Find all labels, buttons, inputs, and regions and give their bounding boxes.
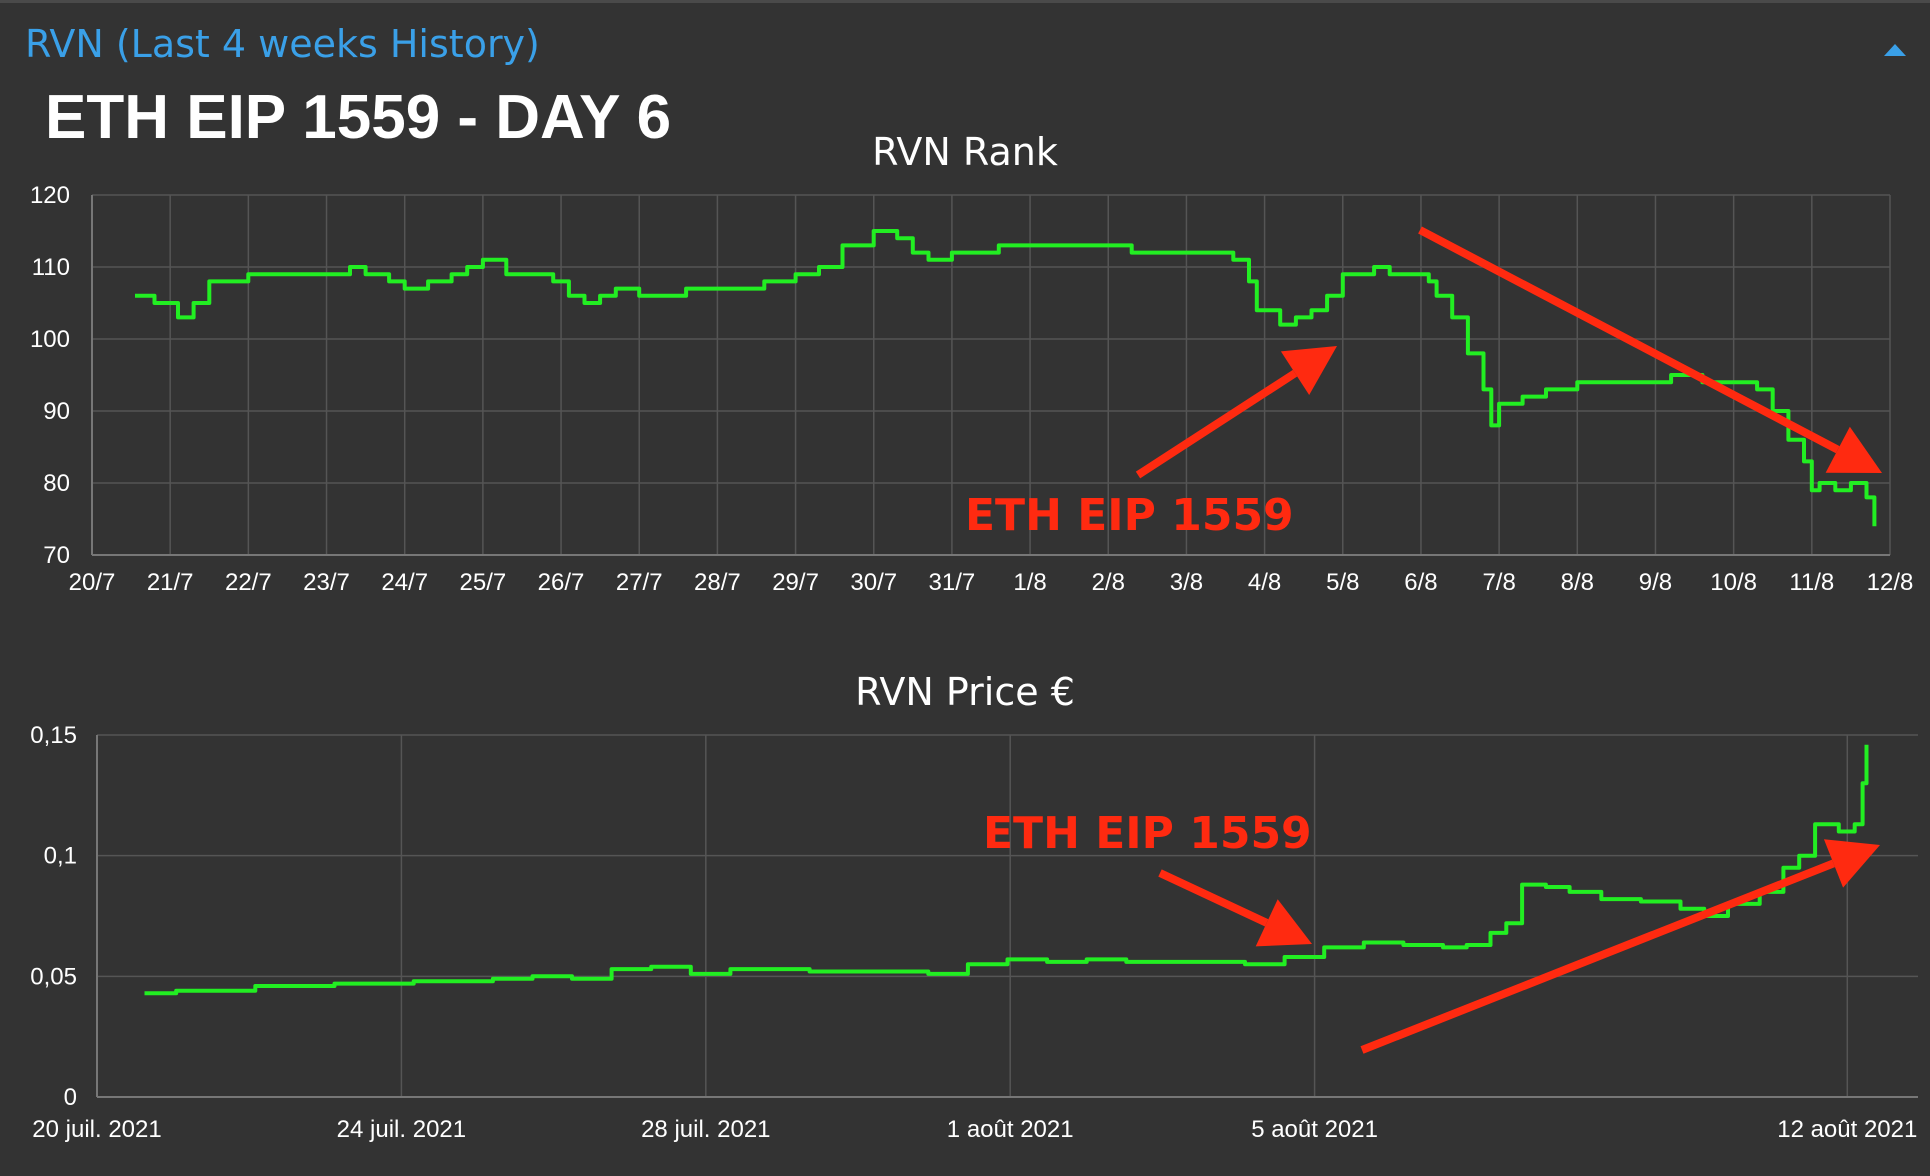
chevron-up-icon[interactable] — [1883, 42, 1907, 61]
price-x-tick: 1 août 2021 — [947, 1116, 1074, 1143]
rank-x-tick: 27/7 — [616, 569, 663, 596]
price-pointer-arrow-shaft — [1158, 869, 1269, 927]
price-y-tick: 0,1 — [44, 843, 77, 870]
rank-x-tick: 1/8 — [1013, 569, 1046, 596]
rank-x-tick: 6/8 — [1404, 569, 1437, 596]
rank-x-tick: 24/7 — [381, 569, 428, 596]
rank-x-tick: 4/8 — [1248, 569, 1281, 596]
rank-y-tick: 90 — [43, 398, 70, 425]
price-x-tick: 28 juil. 2021 — [641, 1116, 770, 1143]
rank-x-tick: 22/7 — [225, 569, 272, 596]
price-y-tick: 0,05 — [30, 963, 77, 990]
rank-down-arrow-head — [1825, 426, 1882, 473]
rank-y-tick: 120 — [30, 182, 70, 209]
rank-x-tick: 5/8 — [1326, 569, 1359, 596]
price-chart-title: RVN Price € — [855, 670, 1075, 714]
rank-y-tick: 80 — [43, 470, 70, 497]
panel-title[interactable]: RVN (Last 4 weeks History) — [25, 22, 540, 66]
rank-x-tick: 10/8 — [1710, 569, 1757, 596]
rank-x-tick: 30/7 — [850, 569, 897, 596]
rank-y-tick: 70 — [43, 542, 70, 569]
price-up-arrow-shaft — [1360, 859, 1835, 1054]
price-up-arrow-head — [1823, 839, 1880, 888]
price-x-tick: 5 août 2021 — [1251, 1116, 1378, 1143]
rank-x-tick: 3/8 — [1170, 569, 1203, 596]
price-series-line — [144, 744, 1869, 996]
price-x-tick: 24 juil. 2021 — [337, 1116, 466, 1143]
rank-x-tick: 21/7 — [147, 569, 194, 596]
rank-series-line — [135, 229, 1877, 527]
price-x-tick: 12 août 2021 — [1777, 1116, 1917, 1143]
rank-x-tick: 8/8 — [1561, 569, 1594, 596]
overlay-title: ETH EIP 1559 - DAY 6 — [45, 83, 672, 152]
rank-x-tick: 12/8 — [1867, 569, 1914, 596]
rank-x-tick: 31/7 — [929, 569, 976, 596]
top-border — [0, 0, 1930, 3]
rank-x-tick: 9/8 — [1639, 569, 1672, 596]
rank-up-arrow-shaft — [1135, 369, 1298, 479]
rank-x-tick: 7/8 — [1482, 569, 1515, 596]
rank-x-tick: 26/7 — [538, 569, 585, 596]
price-y-tick: 0 — [64, 1084, 77, 1111]
price-y-tick: 0,15 — [30, 722, 77, 749]
rank-chart: 20/7 21/7 22/7 23/7 24/7 25/7 26/7 27/7 28/7 29/7… — [30, 182, 1914, 596]
rank-annotation-label: ETH EIP 1559 — [965, 490, 1294, 541]
rank-y-tick: 110 — [32, 254, 70, 281]
rank-x-tick: 11/8 — [1789, 569, 1834, 596]
rank-chart-title: RVN Rank — [872, 130, 1058, 174]
rank-x-tick: 28/7 — [694, 569, 741, 596]
rank-x-tick: 20/7 — [69, 569, 116, 596]
rank-x-tick: 29/7 — [772, 569, 819, 596]
price-x-tick: 20 juil. 2021 — [32, 1116, 161, 1143]
rank-x-tick: 2/8 — [1092, 569, 1125, 596]
rank-x-tick: 23/7 — [303, 569, 350, 596]
rank-up-arrow-head — [1280, 346, 1337, 396]
price-annotation-label: ETH EIP 1559 — [983, 808, 1312, 859]
rank-down-arrow-shaft — [1418, 226, 1840, 454]
rank-x-tick: 25/7 — [460, 569, 507, 596]
price-pointer-arrow-head — [1255, 899, 1312, 947]
rank-y-tick: 100 — [30, 326, 70, 353]
